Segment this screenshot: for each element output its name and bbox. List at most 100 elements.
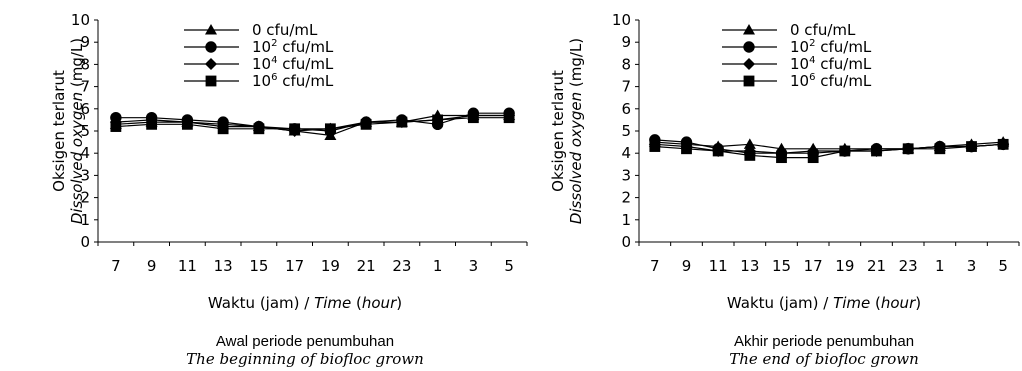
y-tick-label: 3 [80, 166, 90, 184]
legend-superscript: 6 [809, 72, 815, 83]
y-tick-label: 9 [621, 33, 631, 51]
legend-base: 10 [252, 72, 271, 90]
y-tick-label: 2 [80, 189, 90, 207]
legend-label: 0 cfu/mL [252, 21, 318, 39]
y-tick-label: 7 [621, 78, 631, 96]
x-tick-label: 9 [682, 257, 692, 275]
data-point [146, 118, 158, 130]
y-tick-label: 5 [80, 122, 90, 140]
y-tick-label: 6 [80, 100, 90, 118]
y-tick-label: 1 [621, 211, 631, 229]
y-axis-title-unit: (mg/L) [68, 38, 86, 92]
x-tick-label: 23 [392, 257, 411, 275]
legend-superscript: 4 [271, 55, 277, 66]
data-point [467, 112, 479, 124]
legend-base: 10 [252, 38, 271, 56]
x-axis-title-en: Time [833, 294, 870, 312]
data-point [360, 118, 372, 130]
legend-label: 106 cfu/mL [252, 72, 334, 90]
x-axis-title-id: Waktu (jam) / [208, 294, 314, 312]
y-tick-label: 5 [621, 122, 631, 140]
legend-item-4: 106 cfu/mL [722, 72, 872, 90]
data-point [181, 118, 193, 130]
data-point [253, 123, 265, 135]
legend-base: 10 [790, 38, 809, 56]
x-tick-label: 23 [899, 257, 918, 275]
x-tick-label: 13 [214, 257, 233, 275]
data-point [712, 145, 724, 157]
legend-item-3: 104 cfu/mL [184, 55, 334, 73]
y-axis-title-unit: (mg/L) [567, 38, 585, 92]
data-point [966, 141, 977, 152]
data-point [217, 123, 229, 135]
legend-text: 0 cfu/mL [252, 21, 318, 39]
y-tick-label: 4 [80, 144, 90, 162]
data-point [289, 123, 301, 135]
legend-superscript: 4 [809, 55, 815, 66]
y-tick-label: 8 [80, 55, 90, 73]
x-tick-label: 5 [504, 257, 514, 275]
y-tick-label: 6 [621, 100, 631, 118]
caption-en: The beginning of biofloc grown [186, 350, 424, 368]
x-tick-label: 9 [147, 257, 157, 275]
y-tick-label: 8 [621, 55, 631, 73]
x-axis-title-paren: ( [870, 294, 881, 312]
y-tick-label: 9 [80, 33, 90, 51]
legend-item-3: 104 cfu/mL [722, 55, 872, 73]
legend-base: 10 [790, 55, 809, 73]
x-tick-label: 11 [709, 257, 728, 275]
x-axis-title-id: Waktu (jam) / [727, 294, 833, 312]
legend-item-2: 102 cfu/mL [184, 38, 334, 56]
x-axis-title-unit: hour [362, 294, 397, 312]
legend-label: 104 cfu/mL [252, 55, 334, 73]
x-tick-label: 1 [433, 257, 443, 275]
series-4 [110, 112, 515, 135]
y-axis-title: Oksigen terlarut Dissolved oxygen (mg/L) [549, 38, 585, 224]
data-point [997, 138, 1009, 150]
x-axis-title-unit: hour [881, 294, 916, 312]
data-point [503, 112, 515, 124]
x-axis-title-paren-close: ) [396, 294, 402, 312]
data-point [110, 121, 122, 132]
legend-unit: cfu/mL [815, 55, 871, 73]
data-point [934, 143, 946, 155]
legend-unit: cfu/mL [815, 38, 871, 56]
y-axis-title-line2: Dissolved oxygen (mg/L) [68, 38, 86, 224]
x-tick-label: 21 [867, 257, 886, 275]
y-tick-label: 10 [612, 11, 631, 29]
y-axis-title-line1: Oksigen terlarut [549, 70, 567, 192]
legend-marker [743, 41, 755, 53]
y-tick-label: 0 [80, 233, 90, 251]
legend-marker [205, 75, 217, 87]
data-point [324, 123, 336, 135]
data-point [681, 143, 692, 155]
x-tick-label: 1 [935, 257, 945, 275]
x-tick-label: 7 [650, 257, 660, 275]
legend-base: 10 [790, 72, 809, 90]
data-point [902, 143, 914, 155]
y-tick-label: 2 [621, 189, 631, 207]
legend-marker [743, 24, 755, 35]
legend-item-4: 106 cfu/mL [184, 72, 334, 90]
x-tick-label: 19 [321, 257, 340, 275]
data-point [776, 152, 787, 164]
x-tick-label: 5 [998, 257, 1008, 275]
legend-unit: cfu/mL [277, 55, 333, 73]
data-point [432, 114, 444, 126]
legend-marker [205, 24, 217, 35]
x-tick-label: 19 [835, 257, 854, 275]
y-tick-label: 7 [80, 78, 90, 96]
y-axis-title: Oksigen terlarut Dissolved oxygen (mg/L) [50, 38, 86, 224]
y-tick-label: 0 [621, 233, 631, 251]
y-tick-label: 3 [621, 166, 631, 184]
data-point [396, 116, 408, 128]
x-tick-label: 13 [740, 257, 759, 275]
y-axis-title-en: Dissolved oxygen [68, 92, 86, 224]
x-axis-title-paren: ( [351, 294, 362, 312]
legend-label: 0 cfu/mL [790, 21, 856, 39]
data-point [744, 150, 756, 161]
legend-marker [205, 41, 217, 53]
legend-superscript: 2 [271, 38, 277, 49]
x-axis-title-en: Time [314, 294, 351, 312]
